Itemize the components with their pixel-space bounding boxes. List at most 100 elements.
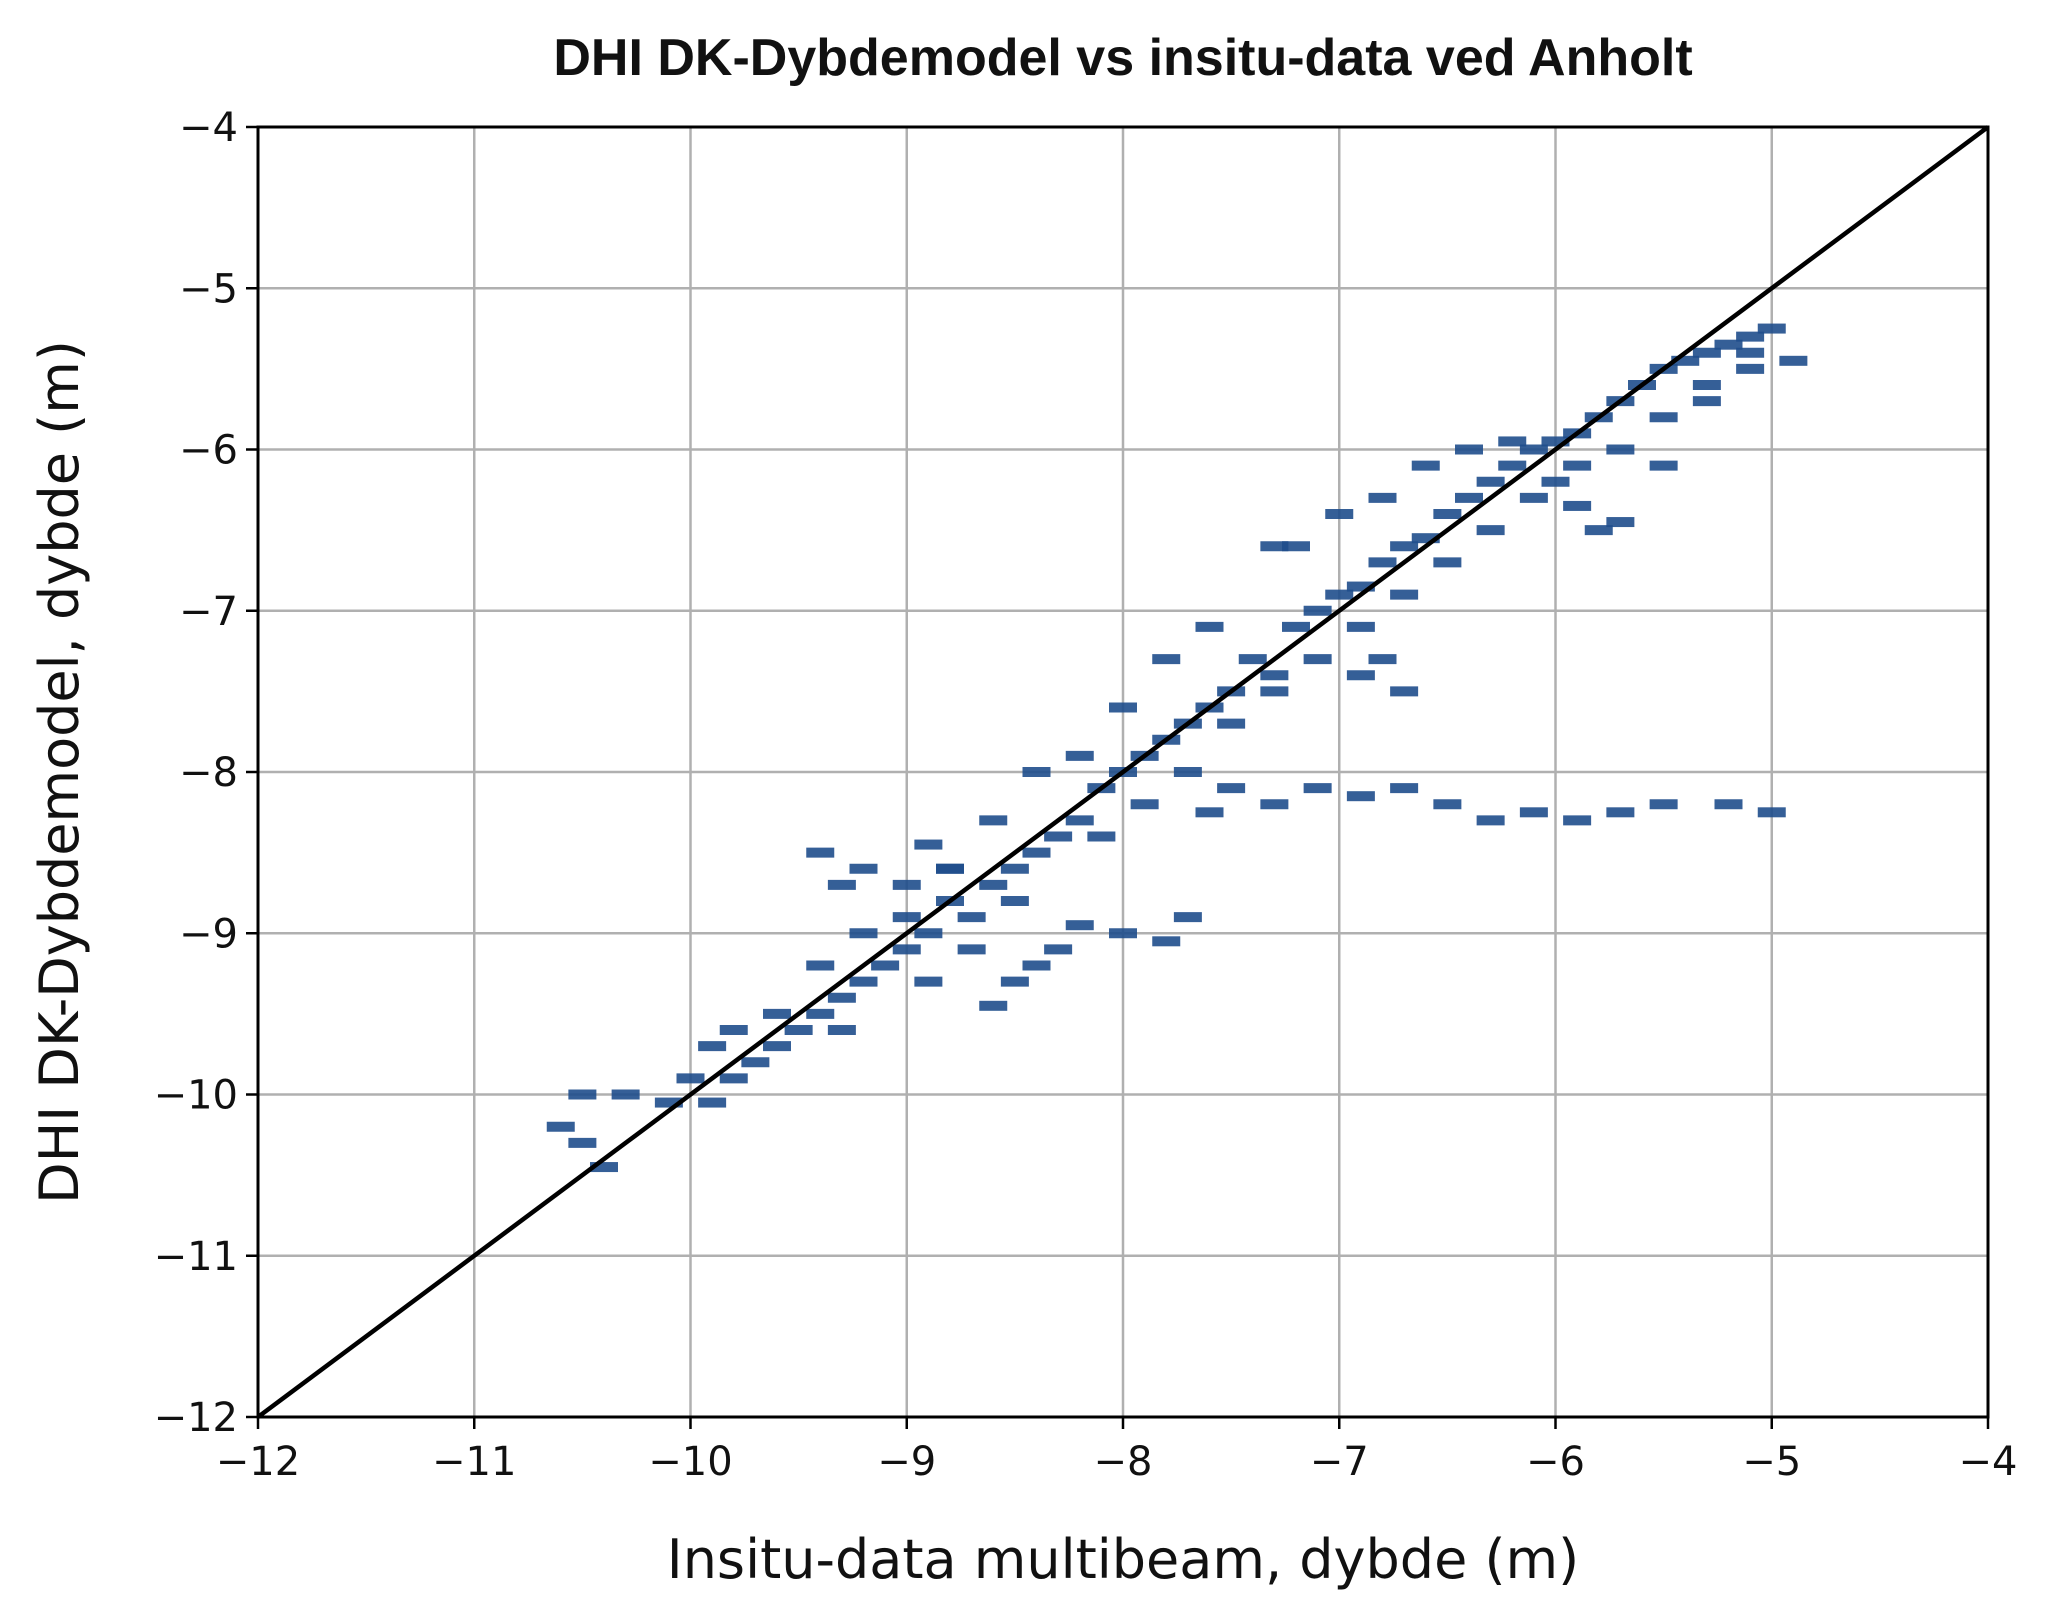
data-point: [1260, 686, 1289, 697]
data-point: [1433, 799, 1462, 810]
data-point: [1519, 444, 1548, 455]
y-axis-ticks: −12 −11 −10 −9 −8 −7 −6 −5 −4: [154, 105, 258, 1441]
data-point: [1130, 799, 1159, 810]
data-point: [1260, 670, 1289, 681]
data-point: [1476, 525, 1505, 536]
data-point: [1519, 492, 1548, 503]
data-point: [914, 839, 943, 850]
data-point: [1476, 476, 1505, 487]
data-point: [1282, 541, 1310, 552]
data-point: [1455, 444, 1483, 455]
data-point: [1044, 944, 1073, 955]
data-point: [1195, 621, 1224, 632]
data-point: [1584, 525, 1613, 536]
data-point: [1282, 621, 1310, 632]
y-tick-label: −8: [179, 750, 238, 796]
data-point: [1173, 912, 1202, 923]
x-axis-ticks: −12 −11 −10 −9 −8 −7 −6 −5 −4: [216, 1417, 2017, 1485]
data-point: [1649, 412, 1678, 423]
data-point: [568, 1137, 597, 1148]
data-point: [611, 1089, 640, 1100]
data-point: [849, 863, 878, 874]
reference-line-group: [256, 125, 1990, 1419]
data-point: [849, 928, 878, 939]
data-point: [1390, 783, 1419, 794]
reference-line: [256, 125, 1990, 1419]
data-point: [936, 863, 964, 874]
data-point: [1022, 767, 1051, 777]
data-point: [806, 960, 835, 971]
x-tick-label: −11: [432, 1439, 516, 1485]
data-point: [1065, 750, 1094, 761]
data-point: [1260, 541, 1289, 552]
data-point: [957, 912, 986, 923]
data-point: [979, 879, 1008, 890]
data-point: [1649, 460, 1678, 471]
data-point: [1563, 460, 1592, 471]
data-point: [1346, 670, 1375, 681]
data-point: [1022, 960, 1051, 971]
data-point: [1606, 807, 1635, 818]
data-point: [1152, 936, 1181, 947]
data-point: [1692, 380, 1721, 390]
data-point: [1563, 815, 1592, 826]
data-point: [763, 1008, 791, 1019]
data-point: [1541, 476, 1570, 487]
data-point: [1346, 621, 1375, 632]
data-point: [849, 976, 878, 987]
data-point: [806, 847, 835, 858]
data-point: [957, 944, 986, 955]
data-point: [1606, 517, 1635, 528]
data-point: [892, 912, 921, 923]
data-point: [1109, 928, 1137, 939]
data-point: [654, 1097, 683, 1108]
data-point: [1411, 460, 1440, 471]
data-point: [892, 879, 921, 890]
data-point: [1000, 863, 1029, 874]
data-point: [1087, 831, 1116, 842]
data-point: [568, 1089, 597, 1100]
data-point: [1173, 767, 1202, 777]
data-point: [719, 1073, 748, 1084]
y-tick-label: −7: [179, 589, 238, 635]
data-point: [871, 960, 900, 971]
data-point: [1325, 589, 1354, 600]
data-point: [1606, 444, 1635, 455]
data-point: [1476, 815, 1505, 826]
data-point: [1044, 831, 1073, 842]
data-point: [1303, 605, 1332, 616]
data-point: [1065, 815, 1094, 826]
data-point: [1195, 807, 1224, 818]
data-point: [1346, 791, 1375, 802]
y-axis-label: DHI DK-Dybdemodel, dybde (m): [28, 340, 91, 1204]
data-point: [741, 1057, 770, 1068]
y-tick-label: −5: [179, 266, 238, 312]
y-tick-label: −12: [154, 1395, 238, 1441]
data-point: [1325, 509, 1354, 519]
y-tick-label: −10: [154, 1073, 238, 1119]
x-tick-label: −9: [877, 1439, 936, 1485]
data-point: [1022, 847, 1051, 858]
data-point: [1498, 436, 1527, 447]
x-axis-label: Insitu-data multibeam, dybde (m): [667, 1528, 1579, 1591]
data-point: [1692, 347, 1721, 358]
data-point: [1736, 331, 1765, 342]
data-point: [546, 1121, 575, 1132]
data-point: [676, 1073, 705, 1084]
data-point: [1390, 589, 1419, 600]
y-tick-label: −11: [154, 1234, 238, 1280]
data-point: [698, 1097, 727, 1108]
data-point: [1649, 799, 1678, 810]
data-point: [827, 879, 856, 890]
data-point: [827, 1025, 856, 1035]
data-point: [979, 1000, 1008, 1011]
data-point: [1000, 896, 1029, 906]
data-point: [1390, 686, 1419, 697]
data-point: [1757, 323, 1786, 334]
data-point: [1217, 783, 1246, 794]
data-point: [1217, 718, 1246, 729]
data-point: [892, 944, 921, 955]
data-point: [1303, 783, 1332, 794]
